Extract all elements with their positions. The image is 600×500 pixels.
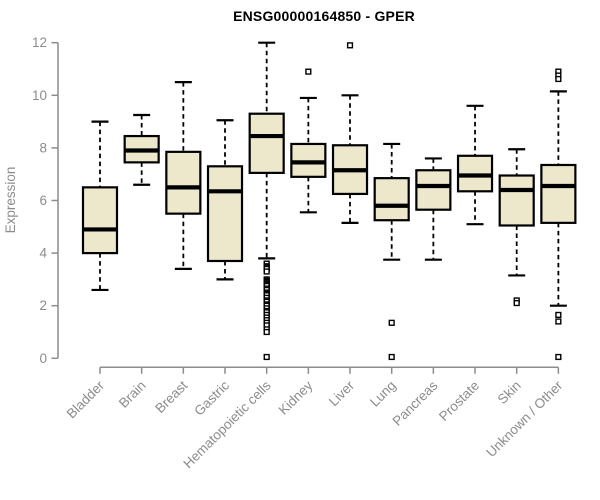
- boxplot-group: [206, 119, 244, 281]
- boxplot-group: [81, 120, 119, 292]
- y-axis-title: Expression: [3, 167, 18, 234]
- outlier-point: [555, 311, 562, 319]
- boxplot-group: [123, 113, 160, 186]
- y-tick-label: 12: [32, 35, 47, 50]
- boxplot-group: [498, 148, 535, 307]
- y-tick-label: 0: [39, 351, 47, 366]
- x-tick-label: Pancreas: [390, 378, 441, 429]
- x-tick-label: Lung: [367, 378, 399, 410]
- x-tick-label: Prostate: [436, 378, 482, 424]
- x-tick-label: Brain: [116, 378, 149, 411]
- outlier-point: [388, 319, 395, 326]
- boxplot-group: [456, 104, 494, 226]
- x-tick-label: Breast: [152, 378, 190, 416]
- boxplot-group: [165, 81, 202, 270]
- iqr-box: [206, 165, 244, 263]
- outlier-point: [513, 299, 520, 307]
- x-tick-label: Gastric: [191, 378, 232, 419]
- outlier-point: [388, 353, 395, 361]
- outlier-point: [555, 75, 562, 83]
- boxplot-group: [248, 41, 285, 361]
- y-tick-label: 2: [39, 298, 47, 313]
- iqr-box: [373, 177, 410, 222]
- outlier-point: [305, 68, 312, 75]
- iqr-box: [415, 169, 452, 211]
- y-tick-label: 10: [32, 88, 47, 103]
- outlier-point: [263, 268, 270, 275]
- y-tick-label: 6: [39, 193, 47, 208]
- outlier-point: [555, 353, 562, 361]
- iqr-box: [81, 186, 119, 255]
- iqr-box: [248, 112, 285, 174]
- boxplot-group: [540, 68, 577, 361]
- y-tick-label: 4: [39, 246, 47, 261]
- boxplot-group: [373, 142, 410, 361]
- outlier-point: [263, 328, 270, 336]
- iqr-box: [498, 174, 535, 227]
- y-tick-label: 8: [39, 140, 47, 155]
- x-tick-label: Liver: [326, 377, 358, 409]
- chart-title: ENSG00000164850 - GPER: [233, 8, 415, 24]
- boxplot-group: [331, 42, 369, 224]
- iqr-box: [540, 163, 577, 224]
- boxplot-group: [415, 157, 452, 261]
- x-tick-label: Bladder: [64, 377, 108, 421]
- x-tick-label: Skin: [495, 378, 524, 407]
- x-tick-label: Unknown / Other: [483, 377, 566, 460]
- outlier-point: [346, 42, 354, 49]
- x-tick-label: Kidney: [276, 378, 316, 418]
- boxplot-group: [290, 68, 327, 214]
- y-axis: 0 2 4 6 8 10 12 Expression: [3, 35, 59, 366]
- outlier-point: [555, 318, 562, 325]
- outlier-point: [263, 353, 270, 361]
- iqr-box: [165, 150, 202, 215]
